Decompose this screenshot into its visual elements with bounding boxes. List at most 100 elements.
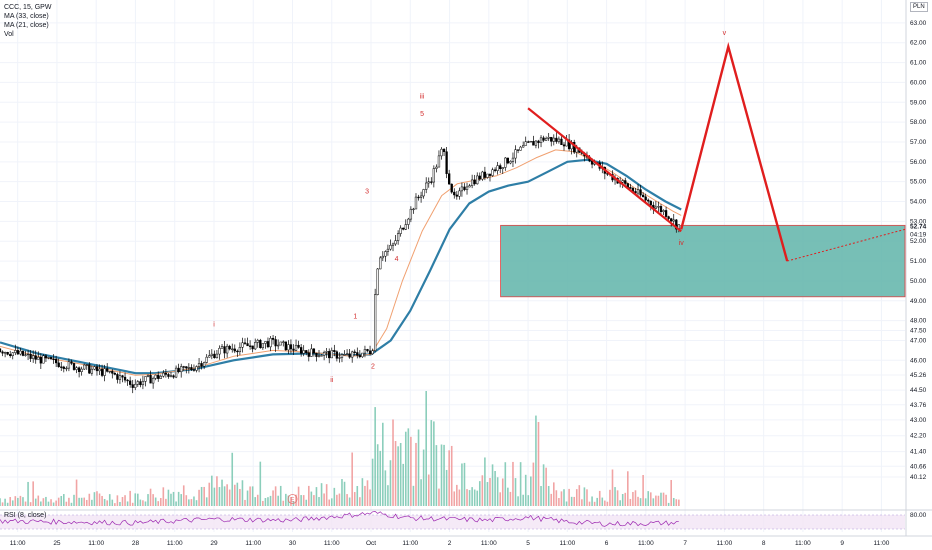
- candle-body: [0, 348, 2, 353]
- volume-bar: [175, 501, 177, 506]
- candle-body: [453, 191, 456, 196]
- candle-body: [654, 206, 658, 209]
- volume-bar: [545, 467, 547, 506]
- volume-bar: [336, 494, 338, 506]
- projection-lines[interactable]: [527, 42, 906, 262]
- candle-body: [90, 368, 94, 374]
- volume-bar: [9, 496, 12, 506]
- volume-bar: [415, 442, 417, 506]
- candle-body: [93, 366, 96, 370]
- volume-bar: [101, 495, 103, 506]
- volume-bar: [649, 492, 652, 506]
- candle-body: [504, 157, 507, 168]
- candle-body: [537, 140, 540, 144]
- candle-body: [547, 136, 550, 139]
- y-tick-label: 40.66: [910, 463, 927, 470]
- candle-body: [100, 368, 104, 376]
- volume-bar: [443, 444, 445, 506]
- volume-bar: [338, 493, 341, 506]
- legend-rsi[interactable]: RSI (8, close): [4, 512, 47, 519]
- volume-bar: [221, 479, 223, 506]
- volume-bar: [226, 484, 228, 506]
- candle-body: [458, 190, 461, 197]
- volume-bar: [435, 445, 438, 506]
- candle-body: [182, 366, 185, 368]
- candle-body: [241, 342, 244, 348]
- candle-body: [455, 194, 458, 197]
- candle-body: [177, 367, 180, 373]
- legend-ma33[interactable]: MA (33, close): [4, 13, 49, 20]
- currency-label[interactable]: PLN: [910, 2, 928, 12]
- legend-symbol[interactable]: CCC, 15, GPW: [4, 4, 52, 11]
- candle-body: [294, 344, 298, 351]
- volume-bar: [37, 495, 40, 506]
- candle-body: [271, 337, 275, 340]
- volume-bar: [611, 469, 614, 506]
- volume-bar: [389, 460, 392, 506]
- candle-body: [1, 351, 4, 354]
- candle-body: [527, 141, 530, 143]
- volume-bar: [471, 487, 473, 506]
- volume-bar: [535, 415, 537, 506]
- volume-bar: [269, 495, 272, 506]
- x-tick-label: Oct: [366, 540, 376, 547]
- volume-bar: [73, 494, 75, 506]
- volume-bar: [34, 498, 37, 506]
- volume-bar: [325, 484, 328, 506]
- volume-bar: [198, 489, 200, 506]
- legend-vol[interactable]: Vol: [4, 31, 14, 38]
- volume-bar: [678, 499, 680, 506]
- volume-bar: [85, 499, 88, 506]
- candle-body: [402, 227, 405, 230]
- y-tick-label: 43.76: [910, 402, 927, 409]
- candle-body: [88, 364, 91, 374]
- volume-bar: [320, 483, 323, 506]
- support-zone[interactable]: [500, 224, 906, 298]
- y-tick-label: 58.00: [910, 119, 927, 126]
- volume-bar: [88, 493, 91, 506]
- volume-bar: [22, 497, 24, 506]
- candle-body: [496, 165, 499, 171]
- legend: CCC, 15, GPW MA (33, close) MA (21, clos…: [4, 3, 51, 39]
- candle-body: [111, 370, 114, 374]
- volume-bar: [486, 482, 489, 506]
- candle-body: [445, 151, 448, 174]
- candle-body: [442, 148, 446, 152]
- volume-bar: [129, 490, 131, 506]
- candle-body: [516, 149, 520, 151]
- y-tick-label: 54.00: [910, 199, 927, 206]
- candle-body: [557, 138, 561, 142]
- volume-bar: [211, 475, 213, 506]
- volume-bar: [609, 489, 611, 506]
- volume-bar: [172, 491, 175, 506]
- candle-body: [57, 362, 60, 368]
- volume-bar: [267, 497, 269, 506]
- volume-bar: [108, 494, 111, 506]
- volume-bar: [162, 487, 165, 506]
- volume-bar: [213, 487, 216, 506]
- x-tick-label: 11:00: [795, 540, 811, 547]
- volume-bar: [450, 445, 453, 506]
- volume-bar: [116, 495, 119, 506]
- legend-ma21[interactable]: MA (21, close): [4, 22, 49, 29]
- x-tick-label: 11:00: [716, 540, 732, 547]
- candle-body: [3, 352, 7, 354]
- candle-body: [24, 354, 27, 356]
- volume-bar: [185, 495, 188, 506]
- volume-bar: [52, 502, 55, 506]
- volume-bar: [236, 482, 239, 506]
- candle-body: [228, 345, 231, 350]
- candle-body: [116, 374, 119, 380]
- candle-body: [524, 141, 527, 146]
- volume-bar: [91, 499, 93, 506]
- volume-bar: [422, 449, 425, 506]
- candle-body: [29, 353, 32, 359]
- candle-body: [213, 353, 216, 359]
- candle-body: [233, 348, 236, 352]
- candle-body: [483, 171, 487, 178]
- candle-body: [220, 346, 224, 349]
- candle-body: [284, 341, 287, 351]
- y-tick-label: 63.00: [910, 20, 927, 27]
- candle-body: [437, 155, 441, 168]
